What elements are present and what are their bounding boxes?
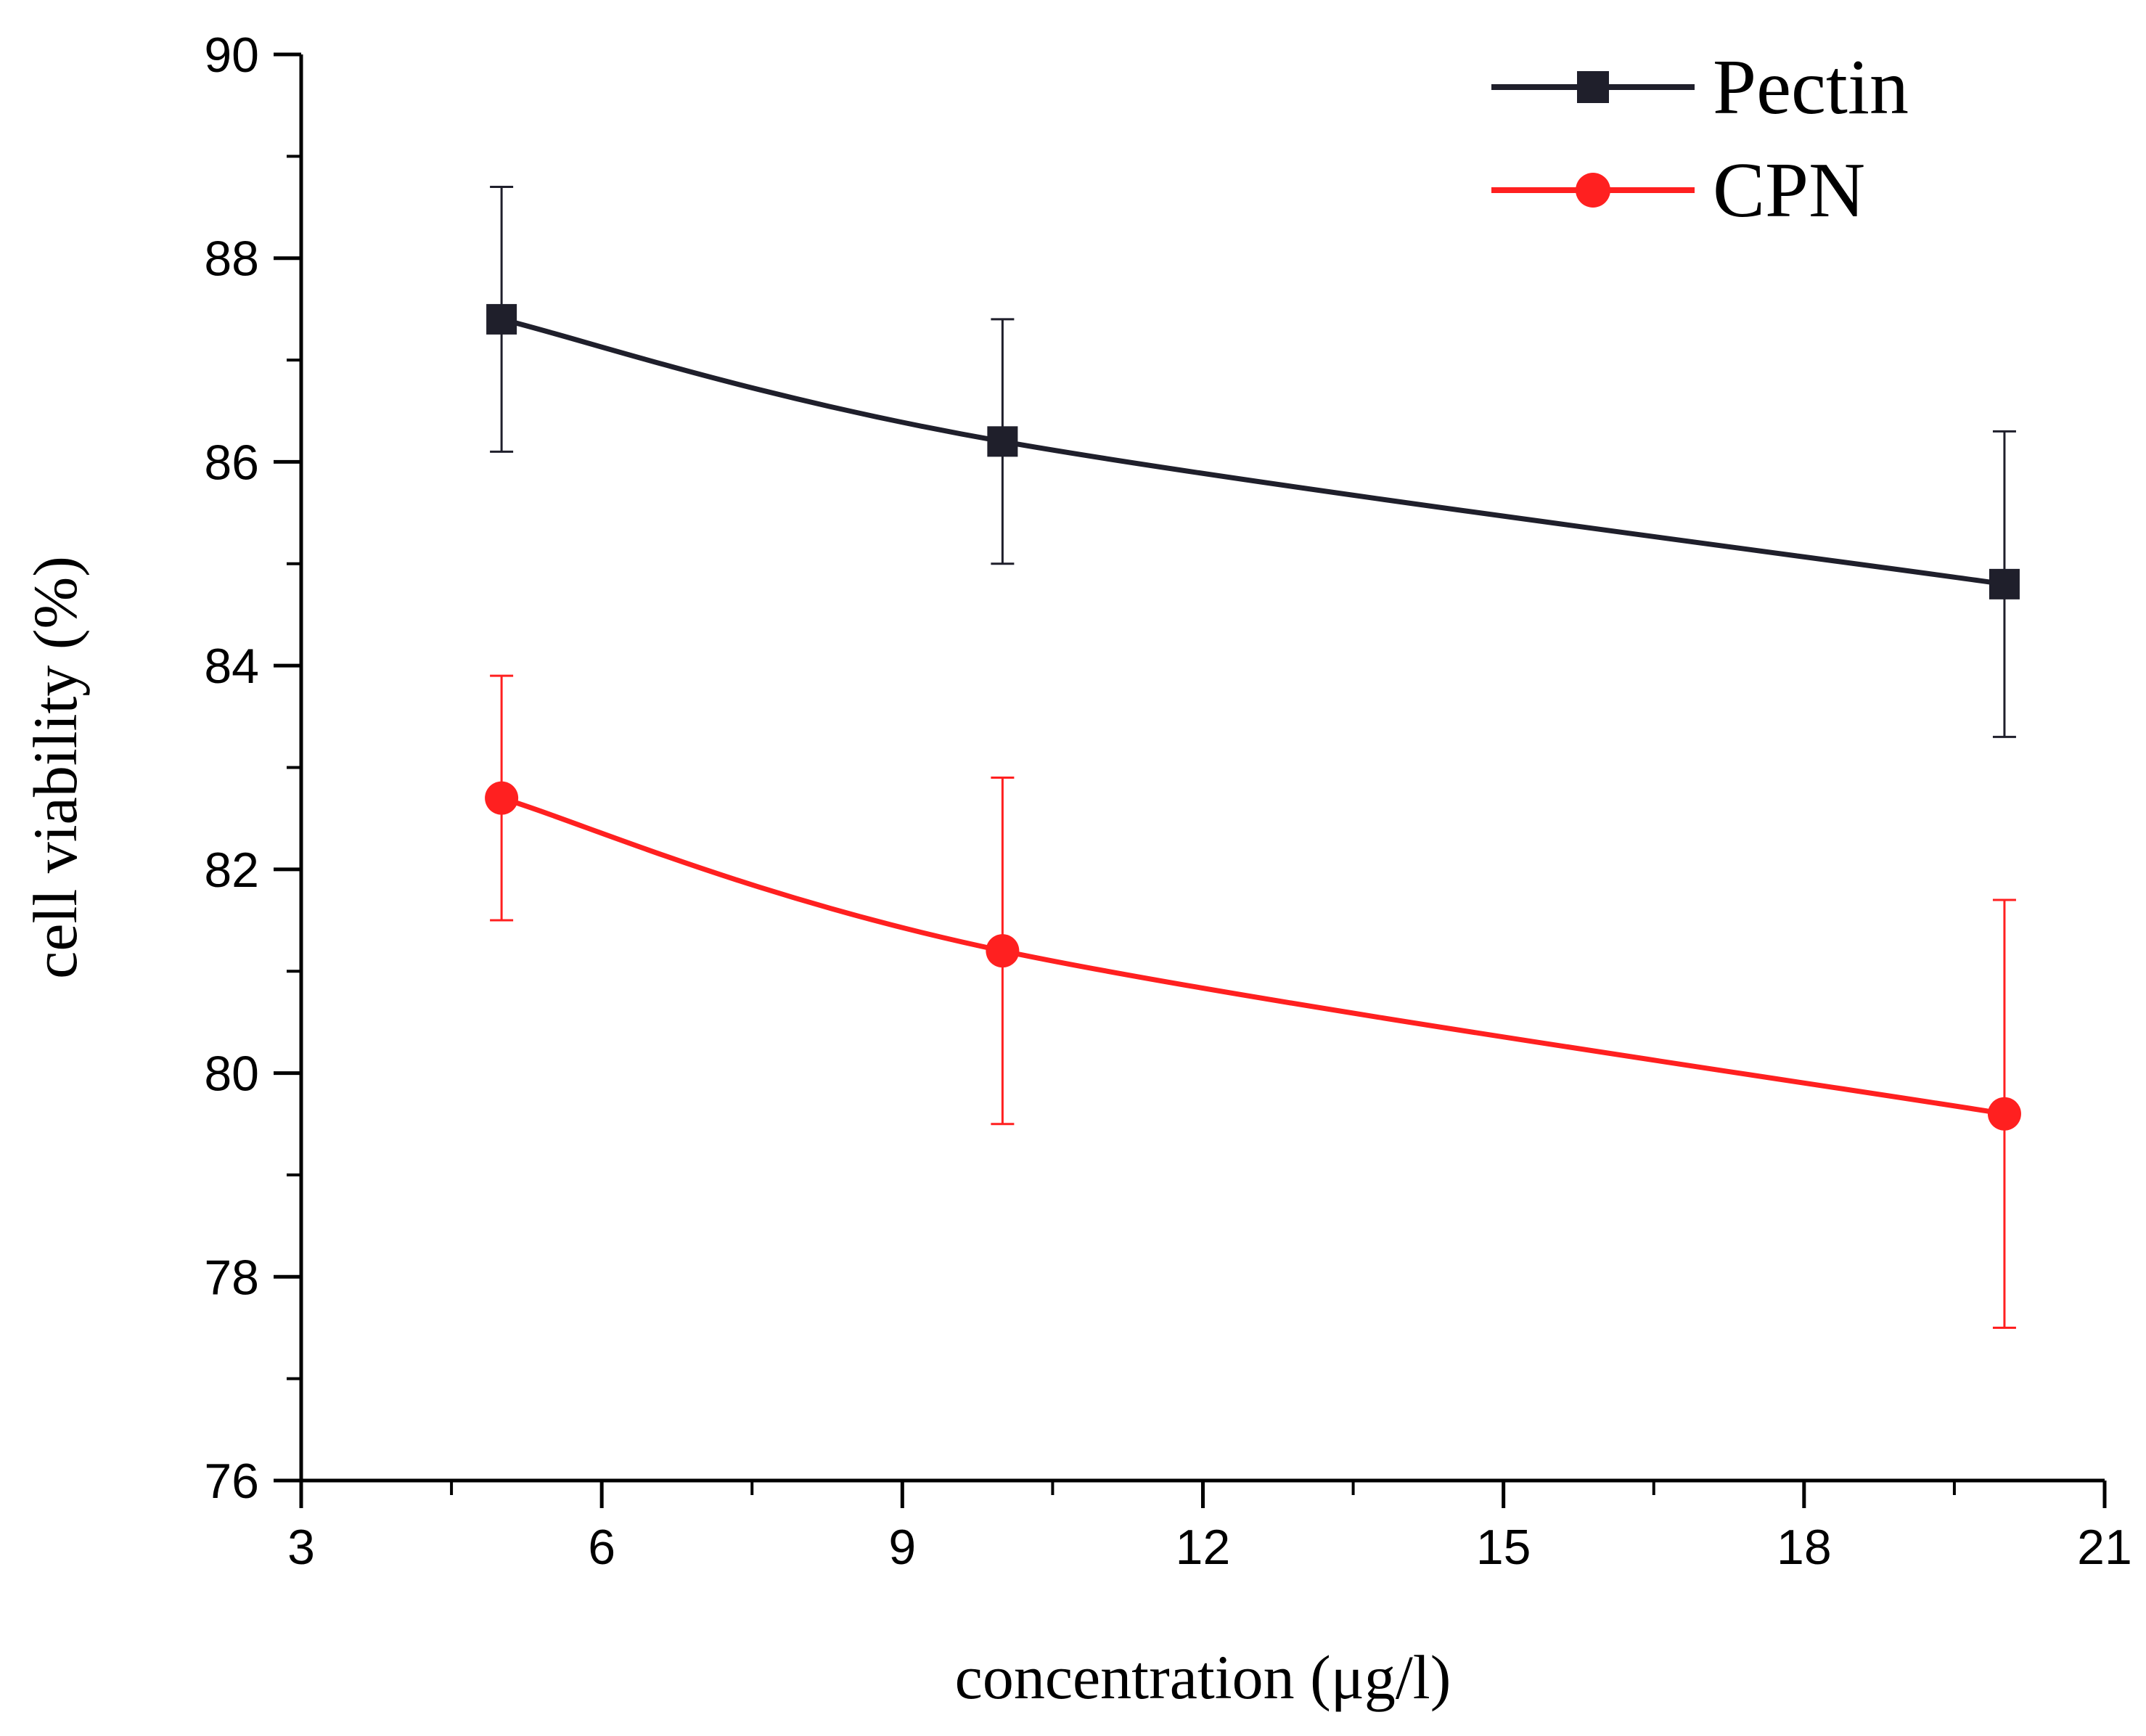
y-tick-label: 88 xyxy=(204,232,259,287)
x-axis-title: concentration (μg/l) xyxy=(955,1642,1451,1712)
x-tick-label: 3 xyxy=(287,1520,315,1575)
series-layer xyxy=(485,185,2021,1329)
data-point-cpn xyxy=(485,781,519,815)
axes xyxy=(299,54,2105,1483)
x-tick-label: 12 xyxy=(1176,1520,1231,1575)
legend: Pectin CPN xyxy=(1491,44,1909,234)
series-line-pectin xyxy=(501,316,2005,587)
y-tick-label: 86 xyxy=(204,435,259,490)
y-axis-title: cell viability (%) xyxy=(20,556,90,979)
legend-marker-cpn xyxy=(1576,173,1610,208)
y-tick-label: 82 xyxy=(204,843,259,898)
data-point-pectin xyxy=(486,303,517,335)
series-line-cpn xyxy=(501,795,2005,1117)
y-axis-ticks: 76 78 80 82 84 86 88 90 xyxy=(204,28,301,1509)
x-tick-label: 15 xyxy=(1476,1520,1531,1575)
legend-label-cpn: CPN xyxy=(1713,147,1865,234)
y-tick-label: 80 xyxy=(204,1047,259,1102)
y-tick-label: 84 xyxy=(204,639,259,694)
data-point-cpn xyxy=(986,934,1020,968)
x-tick-label: 6 xyxy=(588,1520,615,1575)
x-tick-label: 9 xyxy=(888,1520,916,1575)
y-tick-label: 76 xyxy=(204,1454,259,1509)
y-tick-label: 90 xyxy=(204,28,259,83)
series-pectin xyxy=(486,185,2020,738)
legend-marker-pectin xyxy=(1577,71,1609,103)
legend-label-pectin: Pectin xyxy=(1713,44,1909,131)
series-cpn xyxy=(485,674,2021,1329)
x-tick-label: 21 xyxy=(2077,1520,2132,1575)
data-point-cpn xyxy=(1987,1097,2021,1131)
x-axis-ticks: 3 6 9 12 15 18 21 xyxy=(287,1481,2132,1575)
data-point-pectin xyxy=(1989,568,2020,599)
y-tick-label: 78 xyxy=(204,1250,259,1305)
data-point-pectin xyxy=(987,426,1018,457)
x-tick-label: 18 xyxy=(1777,1520,1832,1575)
